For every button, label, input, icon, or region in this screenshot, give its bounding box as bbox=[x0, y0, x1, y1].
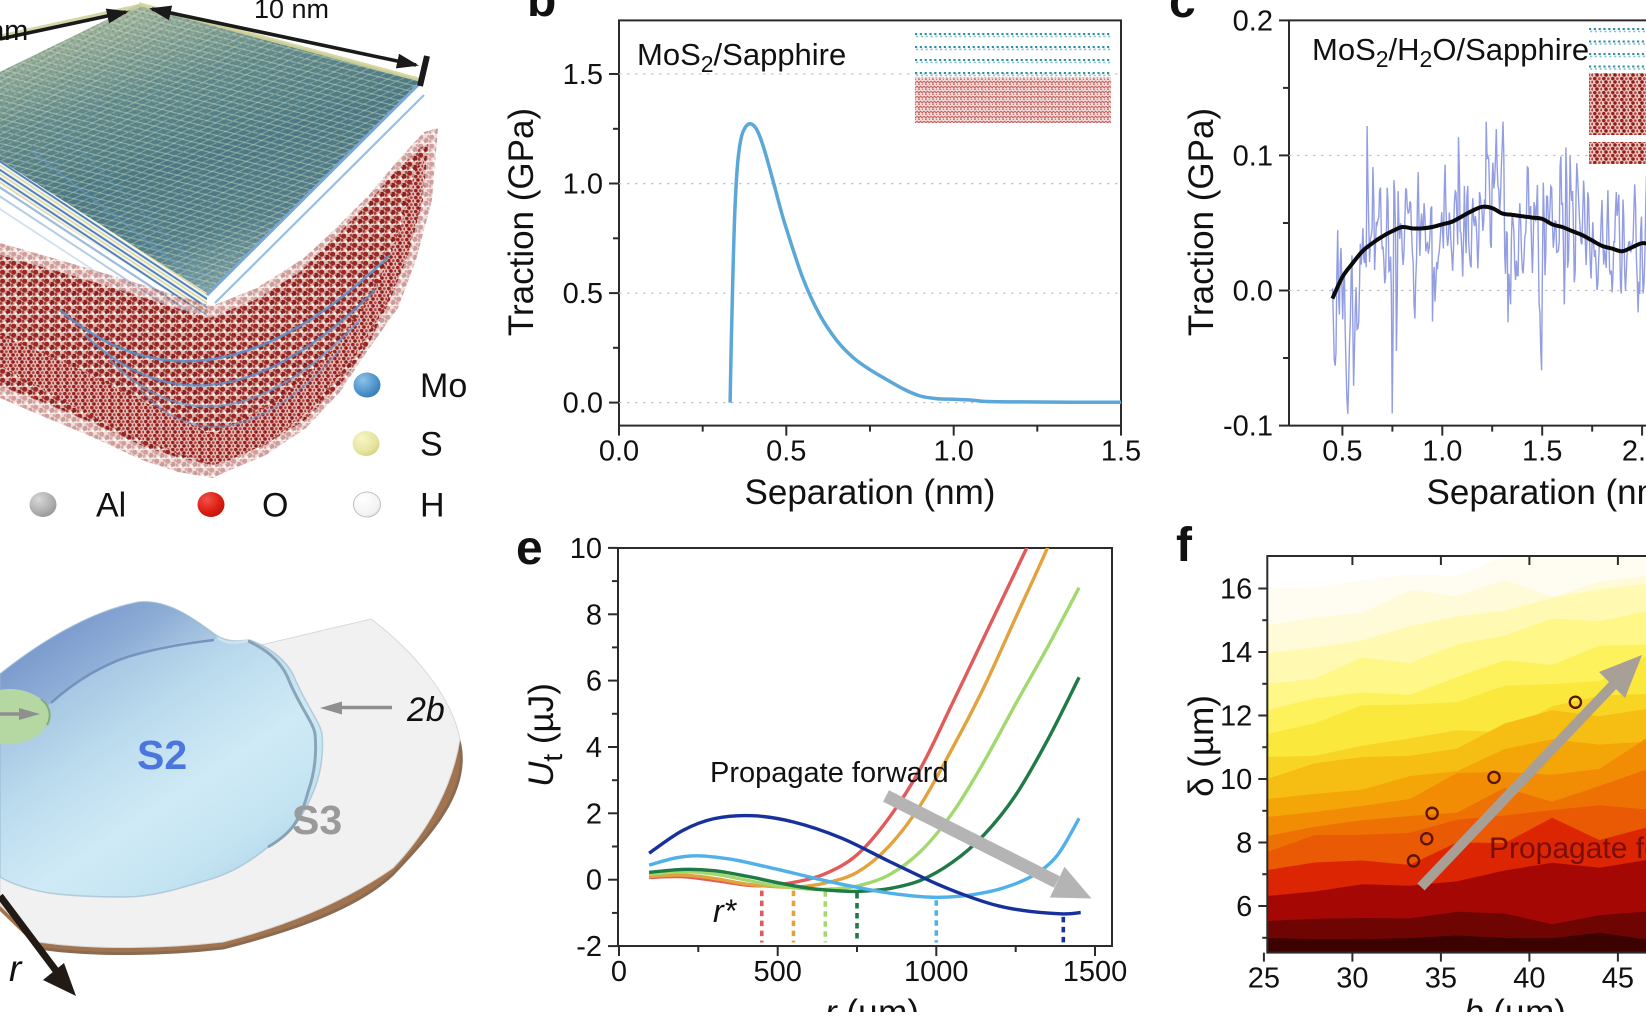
svg-text:S2: S2 bbox=[137, 732, 187, 778]
svg-text:1.5: 1.5 bbox=[1522, 436, 1562, 468]
svg-text:nm: nm bbox=[0, 15, 28, 47]
svg-text:6: 6 bbox=[1236, 891, 1252, 923]
svg-text:0.2: 0.2 bbox=[1233, 5, 1273, 37]
svg-text:1000: 1000 bbox=[904, 956, 969, 988]
svg-text:10: 10 bbox=[1220, 764, 1252, 796]
svg-text:0.5: 0.5 bbox=[766, 436, 806, 468]
svg-text:16: 16 bbox=[1220, 574, 1252, 606]
svg-text:-0.1: -0.1 bbox=[1223, 411, 1273, 443]
svg-text:MoS2/Sapphire: MoS2/Sapphire bbox=[637, 37, 846, 77]
svg-text:45: 45 bbox=[1602, 963, 1634, 995]
svg-text:r: r bbox=[9, 948, 23, 989]
svg-text:-2: -2 bbox=[576, 931, 602, 963]
svg-text:30: 30 bbox=[1336, 963, 1368, 995]
svg-text:r (µm): r (µm) bbox=[825, 993, 919, 1012]
svg-text:10 nm: 10 nm bbox=[254, 0, 329, 24]
svg-text:10: 10 bbox=[570, 533, 602, 565]
svg-text:MoS2/H2O/Sapphire: MoS2/H2O/Sapphire bbox=[1312, 32, 1589, 72]
svg-text:0.5: 0.5 bbox=[563, 278, 603, 310]
svg-text:8: 8 bbox=[586, 599, 602, 631]
svg-text:8: 8 bbox=[1236, 828, 1252, 860]
svg-text:0.0: 0.0 bbox=[563, 388, 603, 420]
svg-text:Traction (GPa): Traction (GPa) bbox=[502, 108, 541, 336]
svg-text:0: 0 bbox=[611, 956, 627, 988]
svg-text:Al: Al bbox=[96, 487, 126, 525]
svg-text:c: c bbox=[1169, 0, 1196, 28]
svg-text:0: 0 bbox=[586, 865, 602, 897]
svg-text:0.1: 0.1 bbox=[1233, 140, 1273, 172]
svg-text:f: f bbox=[1176, 519, 1193, 572]
svg-text:Separation (nm): Separation (nm) bbox=[745, 473, 996, 512]
svg-text:1.5: 1.5 bbox=[1101, 436, 1141, 468]
svg-text:H: H bbox=[420, 487, 445, 525]
svg-text:S: S bbox=[420, 426, 443, 464]
svg-text:1.0: 1.0 bbox=[1422, 436, 1462, 468]
svg-text:r*: r* bbox=[713, 893, 738, 929]
svg-text:4: 4 bbox=[586, 732, 602, 764]
svg-text:Traction (GPa): Traction (GPa) bbox=[1182, 108, 1221, 336]
svg-text:δ (µm): δ (µm) bbox=[1182, 695, 1221, 797]
svg-text:O: O bbox=[262, 487, 288, 525]
svg-text:2b: 2b bbox=[406, 691, 445, 729]
svg-text:Propagate forward: Propagate forward bbox=[710, 757, 949, 789]
svg-text:1.0: 1.0 bbox=[934, 436, 974, 468]
svg-text:2.0: 2.0 bbox=[1622, 436, 1646, 468]
svg-text:25: 25 bbox=[1248, 963, 1280, 995]
svg-text:1.5: 1.5 bbox=[563, 59, 603, 91]
svg-text:14: 14 bbox=[1220, 637, 1252, 669]
svg-text:S3: S3 bbox=[292, 797, 342, 843]
svg-text:0.0: 0.0 bbox=[599, 436, 639, 468]
svg-text:Ut (µJ): Ut (µJ) bbox=[522, 683, 568, 787]
svg-text:2: 2 bbox=[586, 798, 602, 830]
svg-text:12: 12 bbox=[1220, 701, 1252, 733]
svg-text:Propagate forward: Propagate forward bbox=[1489, 832, 1646, 865]
svg-text:6: 6 bbox=[586, 666, 602, 698]
svg-text:1.0: 1.0 bbox=[563, 169, 603, 201]
svg-text:b (µm): b (µm) bbox=[1464, 993, 1566, 1012]
svg-text:Mo: Mo bbox=[420, 367, 467, 405]
svg-text:0.5: 0.5 bbox=[1322, 436, 1362, 468]
svg-text:0.0: 0.0 bbox=[1233, 276, 1273, 308]
svg-text:40: 40 bbox=[1513, 963, 1545, 995]
svg-text:e: e bbox=[516, 522, 543, 575]
svg-text:b: b bbox=[527, 0, 556, 27]
svg-text:500: 500 bbox=[754, 956, 802, 988]
svg-text:Separation (nm): Separation (nm) bbox=[1427, 473, 1646, 512]
svg-text:35: 35 bbox=[1425, 963, 1457, 995]
svg-text:1500: 1500 bbox=[1063, 956, 1128, 988]
